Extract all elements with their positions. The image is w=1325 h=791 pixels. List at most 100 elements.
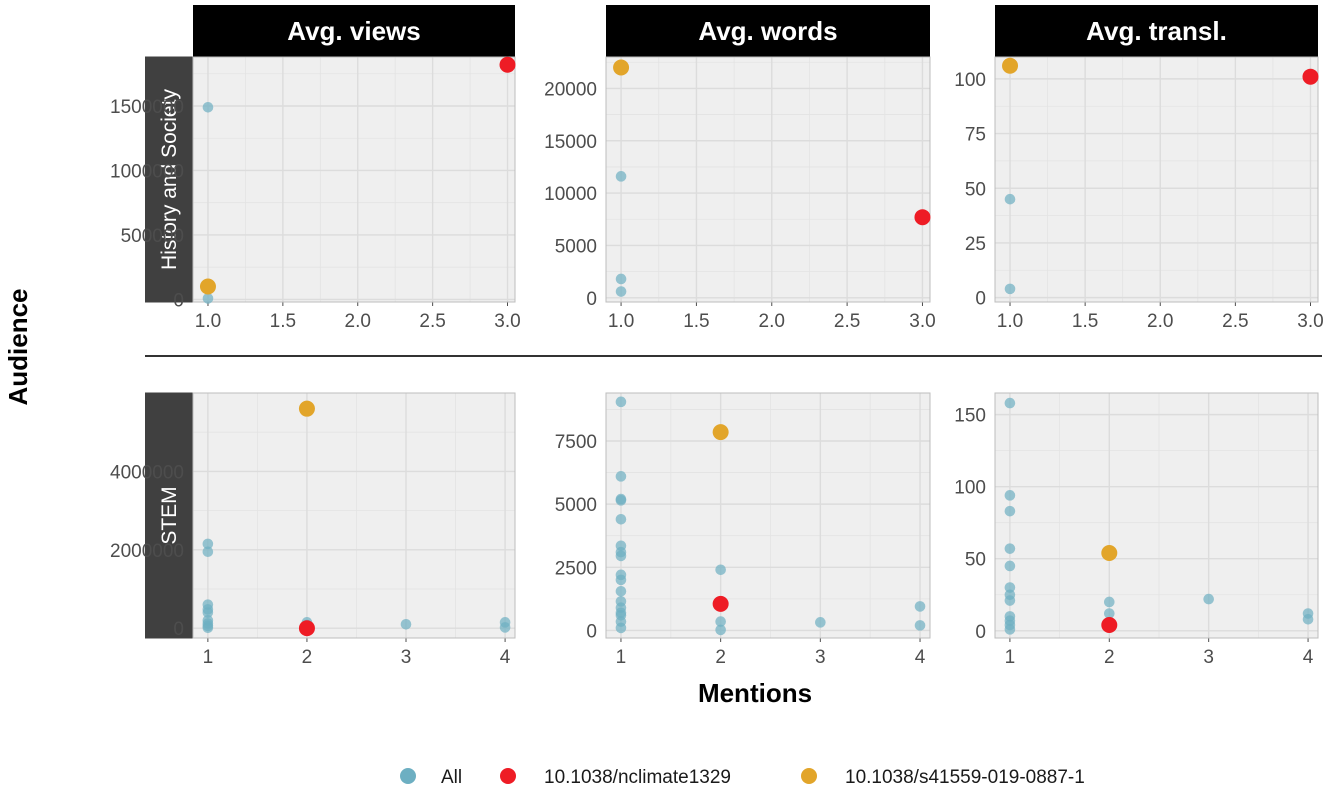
panel-background	[193, 393, 515, 638]
y-tick-label: 7500	[555, 432, 597, 453]
data-point-all	[400, 618, 412, 630]
scatter-panel: 1.0 1.5 2.0 2.5 3.0 0 500000 1000000 1500000	[110, 56, 521, 332]
scatter-panel: 1.0 1.5 2.0 2.5 3.0 0 5000 10000 15000 20000	[544, 56, 936, 332]
data-point-nclimate1329	[499, 56, 516, 73]
y-tick-label: 0	[586, 289, 597, 310]
y-tick-label: 25	[965, 234, 986, 255]
y-tick-label: 0	[173, 290, 184, 311]
data-point-all	[615, 550, 627, 562]
x-tick-label: 4	[1303, 647, 1314, 668]
data-point-all	[1203, 593, 1214, 605]
data-point-all	[1103, 608, 1115, 619]
y-tick-label: 0	[975, 289, 986, 310]
data-point-nclimate1329	[298, 620, 315, 637]
data-point-s41559	[613, 59, 630, 76]
legend-key-icon	[400, 768, 416, 784]
x-tick-label: 1.0	[195, 311, 221, 332]
legend-key-icon	[801, 768, 817, 784]
data-point-nclimate1329	[712, 595, 729, 612]
legend-label: 10.1038/nclimate1329	[544, 767, 731, 788]
column-strip-label: Avg. views	[287, 16, 420, 46]
x-tick-label: 2.5	[834, 311, 860, 332]
data-point-all	[202, 546, 214, 558]
data-point-all	[202, 101, 214, 113]
y-tick-label: 75	[965, 125, 986, 146]
legend-label: All	[441, 767, 462, 788]
data-point-all	[202, 293, 214, 304]
data-point-s41559	[712, 424, 729, 441]
legend-key-icon	[500, 768, 516, 784]
y-tick-label: 0	[173, 619, 184, 640]
panel-border	[605, 392, 931, 639]
legend: All 10.1038/nclimate1329 10.1038/s41559-01…	[400, 767, 1085, 788]
x-tick-label: 4	[915, 647, 926, 668]
y-tick-label: 1500000	[110, 97, 184, 118]
data-point-all	[914, 601, 926, 612]
x-tick-label: 2.0	[345, 311, 371, 332]
data-point-s41559	[298, 400, 315, 417]
data-point-all	[1004, 595, 1016, 606]
data-point-all	[715, 624, 726, 636]
data-point-all	[615, 171, 627, 182]
scatter-panel: 1 2 3 4 0 2500 5000 7500	[555, 392, 931, 668]
data-point-s41559	[1101, 544, 1118, 561]
y-tick-label: 0	[586, 621, 597, 642]
data-point-all	[615, 574, 627, 586]
scatter-panel: 1 2 3 4 0 2000000 4000000	[110, 392, 516, 668]
column-strip	[193, 5, 515, 57]
x-tick-label: 1	[203, 647, 214, 668]
data-point-all	[715, 564, 726, 576]
y-tick-label: 100	[954, 478, 986, 499]
x-tick-label: 3	[401, 647, 412, 668]
data-point-nclimate1329	[1302, 68, 1319, 85]
data-point-nclimate1329	[1101, 617, 1118, 634]
data-point-all	[1004, 624, 1016, 635]
data-point-all	[202, 538, 214, 550]
data-point-all	[1004, 560, 1016, 572]
y-tick-label: 4000000	[110, 462, 184, 483]
panel-background	[606, 57, 930, 302]
data-point-all	[1004, 193, 1016, 205]
x-tick-label: 2	[1104, 647, 1115, 668]
row-strip-label: History and Society	[158, 89, 181, 270]
x-tick-label: 3.0	[494, 311, 520, 332]
panel-border	[192, 56, 516, 303]
panel-background	[606, 393, 930, 638]
row-strip	[145, 56, 193, 303]
panel-border	[994, 392, 1319, 639]
y-tick-label: 5000	[555, 236, 597, 257]
column-strip-label: Avg. transl.	[1086, 16, 1227, 46]
y-tick-label: 100	[954, 70, 986, 91]
data-point-all	[914, 620, 926, 631]
data-point-all	[1004, 543, 1016, 554]
x-tick-label: 3	[1203, 647, 1214, 668]
x-tick-label: 2.5	[1222, 311, 1248, 332]
data-point-all	[1004, 397, 1016, 409]
scatter-panel: 1 2 3 4 0 50 100 150	[954, 392, 1319, 668]
x-tick-label: 3.0	[1297, 311, 1323, 332]
y-axis-title: Audience	[3, 288, 33, 405]
data-point-all	[615, 471, 627, 482]
x-tick-label: 2	[302, 647, 313, 668]
legend-label: 10.1038/s41559-019-0887-1	[845, 767, 1085, 788]
y-tick-label: 0	[975, 622, 986, 643]
data-point-nclimate1329	[914, 209, 931, 226]
x-tick-label: 1.5	[683, 311, 709, 332]
column-strip-label: Avg. words	[698, 16, 837, 46]
x-tick-label: 2	[715, 647, 726, 668]
y-tick-label: 500000	[121, 226, 184, 247]
data-point-all	[202, 607, 214, 618]
data-point-all	[1004, 505, 1016, 517]
panel-background	[995, 57, 1318, 302]
panel-border	[192, 392, 516, 639]
data-point-all	[615, 513, 627, 525]
x-tick-label: 1.0	[608, 311, 634, 332]
x-tick-label: 3.0	[909, 311, 935, 332]
data-point-all	[202, 622, 214, 634]
x-tick-label: 2.0	[1147, 311, 1173, 332]
data-point-all	[615, 495, 627, 506]
data-point-s41559	[199, 278, 216, 295]
data-point-all	[715, 616, 726, 627]
data-point-s41559	[1002, 57, 1019, 74]
